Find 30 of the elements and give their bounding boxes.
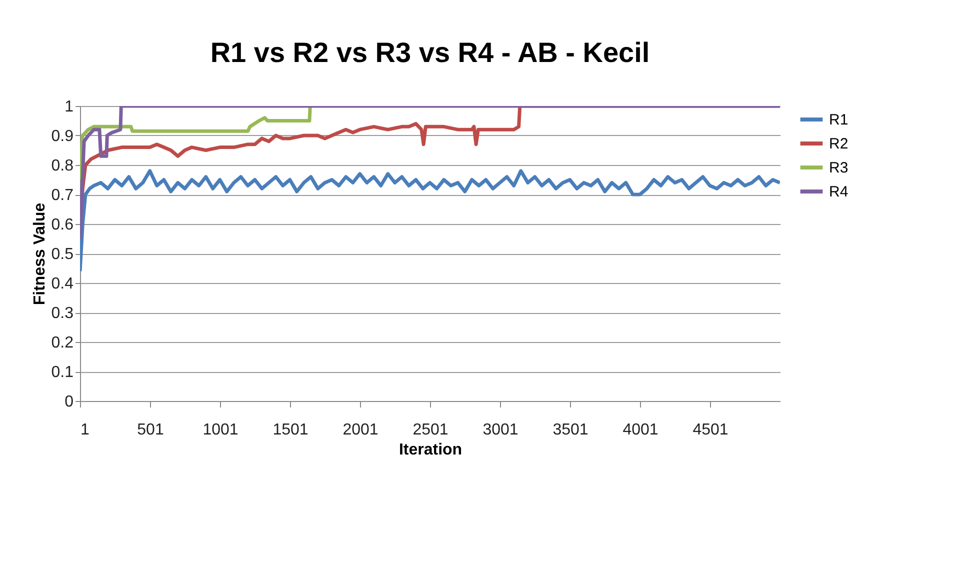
x-tick-label: 1 — [80, 422, 90, 438]
x-tick-label: 1001 — [202, 422, 238, 438]
y-tick-label: 0.1 — [51, 364, 74, 381]
legend-label: R3 — [829, 160, 848, 176]
x-tick-label: 1501 — [272, 422, 308, 438]
x-tick-label: 2501 — [412, 422, 448, 438]
y-tick-label: 0.7 — [51, 187, 74, 204]
y-tick-label: 0 — [64, 394, 74, 410]
y-tick-label: 0.6 — [51, 216, 74, 234]
x-tick-label: 4001 — [622, 422, 658, 438]
legend-label: R1 — [829, 112, 848, 128]
y-tick-label: 0.4 — [51, 276, 74, 292]
line-series — [80, 106, 312, 182]
legend-label: R2 — [829, 136, 848, 152]
line-series — [80, 169, 780, 273]
x-tick-label: 4501 — [692, 422, 728, 438]
y-tick-label: 0.5 — [51, 246, 74, 263]
chart-title: R1 vs R2 vs R3 vs R4 - AB - Kecil — [210, 37, 650, 68]
y-tick-label: 1 — [64, 98, 74, 116]
x-axis-title: Iteration — [398, 442, 462, 458]
y-axis-title: Fitness Value — [31, 202, 48, 306]
y-tick-label: 0.8 — [51, 158, 74, 174]
y-tick-label: 0.9 — [51, 128, 74, 145]
legend-label: R4 — [829, 184, 848, 200]
x-tick-label: 2001 — [342, 422, 378, 438]
x-tick-label: 3001 — [482, 422, 518, 438]
x-tick-label: 501 — [137, 422, 164, 438]
y-tick-label: 0.3 — [51, 305, 74, 322]
x-tick-label: 3501 — [552, 422, 588, 438]
y-tick-label: 0.2 — [51, 334, 74, 352]
